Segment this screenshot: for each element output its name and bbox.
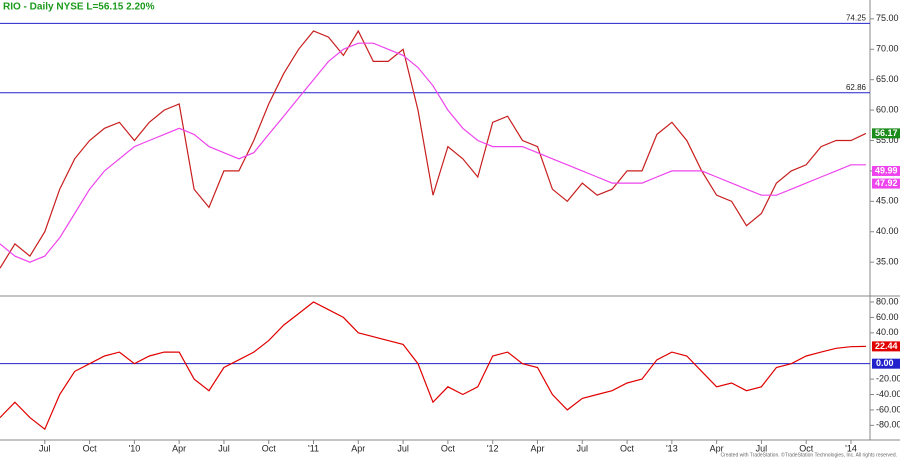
x-tick-label: Jul [577, 443, 589, 453]
y2-tick-label: -40.00 [876, 389, 900, 399]
series-line [0, 29, 867, 269]
x-tick-label: Jul [756, 443, 768, 453]
y2-tick-label: 60.00 [876, 312, 899, 322]
x-tick-label: Apr [530, 443, 544, 453]
x-tick-label: Oct [441, 443, 456, 453]
band-label-box [872, 178, 900, 189]
y2-tick-label: 80.00 [876, 296, 899, 306]
x-tick-label: '12 [487, 443, 499, 453]
last-value-label-box [872, 128, 900, 139]
y-tick-label: 35.00 [876, 257, 899, 267]
y-tick-label: 70.00 [876, 44, 899, 54]
y-tick-label: 45.00 [876, 196, 899, 206]
series-line [0, 42, 866, 263]
y2-tick-label: -20.00 [876, 373, 900, 383]
y-tick-label: 40.00 [876, 226, 899, 236]
y-tick-label: 75.00 [876, 13, 899, 23]
x-tick-label: Apr [172, 443, 186, 453]
x-tick-label: '10 [129, 443, 141, 453]
x-tick-label: Jul [218, 443, 230, 453]
x-tick-label: Oct [83, 443, 98, 453]
x-tick-label: Apr [710, 443, 724, 453]
x-tick-label: Oct [262, 443, 277, 453]
zero-label: 0.00 [876, 358, 894, 368]
x-tick-label: Oct [620, 443, 635, 453]
band-label: 49.99 [875, 165, 898, 175]
y2-tick-label: -60.00 [876, 404, 900, 414]
y-tick-label: 65.00 [876, 74, 899, 84]
x-tick-label: Jul [39, 443, 51, 453]
chart-title: RIO - Daily NYSE L=56.15 2.20% [3, 2, 155, 13]
last-value-label: 56.17 [875, 128, 898, 138]
horizontal-line-label: 74.25 [846, 14, 867, 23]
credit: Created with TradeStation. ©TradeStation… [720, 451, 897, 458]
x-tick-label: '11 [308, 443, 319, 453]
series-line [0, 301, 866, 431]
y-tick-label: 55.00 [876, 135, 899, 145]
x-tick-label: '13 [666, 443, 678, 453]
horizontal-line-label: 62.86 [846, 83, 867, 92]
last-value-label-box [872, 341, 900, 352]
y2-tick-label: -80.00 [876, 420, 900, 430]
y-tick-label: 60.00 [876, 104, 899, 114]
zero-label-box [872, 358, 900, 369]
x-tick-label: '14 [845, 443, 857, 453]
x-tick-label: Apr [351, 443, 365, 453]
x-tick-label: Oct [799, 443, 814, 453]
y2-tick-label: 40.00 [876, 327, 899, 337]
last-value-label: 22.44 [875, 341, 898, 351]
band-label-box [872, 165, 900, 176]
x-tick-label: Jul [397, 443, 409, 453]
band-label: 47.92 [875, 178, 898, 188]
